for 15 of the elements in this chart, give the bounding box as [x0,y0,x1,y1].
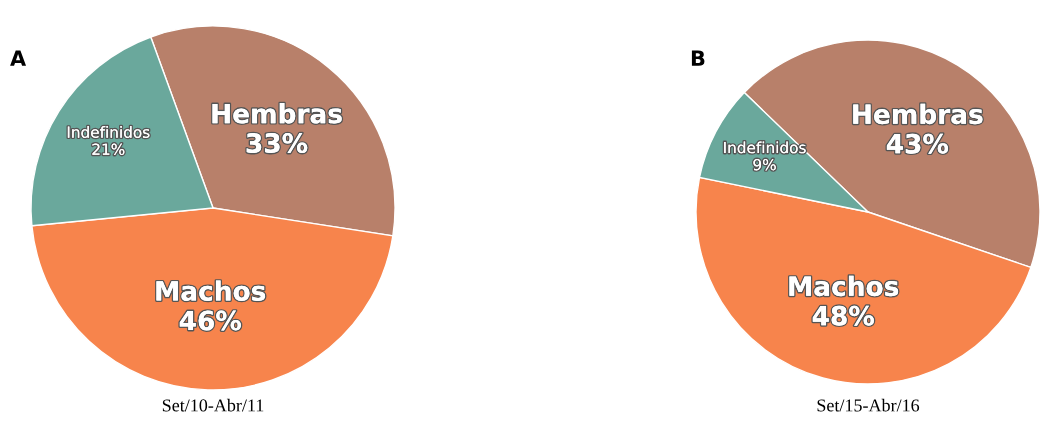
data-label: 48% [812,305,874,326]
text: Set/15-Abr/16 [817,398,920,412]
slice-label: Indefinidos [67,126,150,138]
slice-label: Machos [789,275,899,297]
chart-title: B [691,50,705,66]
data-label: 46% [179,310,241,331]
data-label: 43% [886,133,949,154]
slice-label: Hembras [853,103,983,125]
text: A [10,50,27,66]
data-label: 9% [753,158,776,171]
data-label: 33% [246,133,308,154]
slice-label: Machos [156,280,266,301]
slice-label: Hembras [212,103,342,124]
text: Set/10-Abr/11 [162,398,264,412]
data-label: 21% [92,143,125,156]
